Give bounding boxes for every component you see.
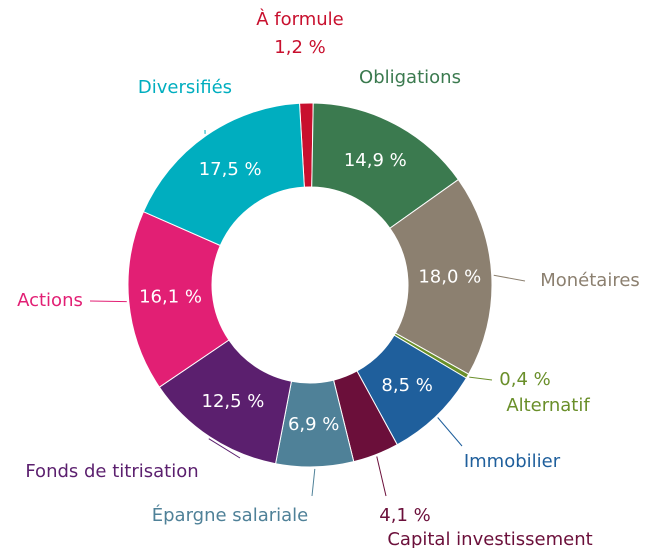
category-label: Actions [17,290,83,311]
value-label: 0,4 % [499,369,550,390]
category-label: Monétaires [540,270,640,291]
value-label: 8,5 % [381,375,432,396]
value-label: 16,1 % [139,287,202,308]
leader-line [469,376,493,381]
category-label: Capital investissement [387,529,592,548]
value-label: 1,2 % [274,37,325,58]
value-label: 6,9 % [288,414,339,435]
donut-segment [142,102,305,247]
leader-line [493,274,526,282]
category-label: Diversifiés [138,77,232,98]
category-label: Obligations [359,67,461,88]
value-label: 14,9 % [344,150,407,171]
leader-line [89,300,127,303]
leader-line [208,438,241,459]
category-label: Épargne salariale [152,504,309,526]
leader-line [376,456,387,497]
value-label: 12,5 % [202,391,265,412]
category-label: Fonds de titrisation [25,461,198,482]
category-label: Alternatif [506,395,590,416]
leader-line [311,468,316,497]
leader-line [437,417,463,447]
category-label: À formule [256,8,344,30]
value-label: 18,0 % [418,267,481,288]
value-label: 17,5 % [199,159,262,180]
donut-segment [389,178,493,375]
value-label: 4,1 % [379,505,430,526]
category-label: Immobilier [464,451,561,472]
